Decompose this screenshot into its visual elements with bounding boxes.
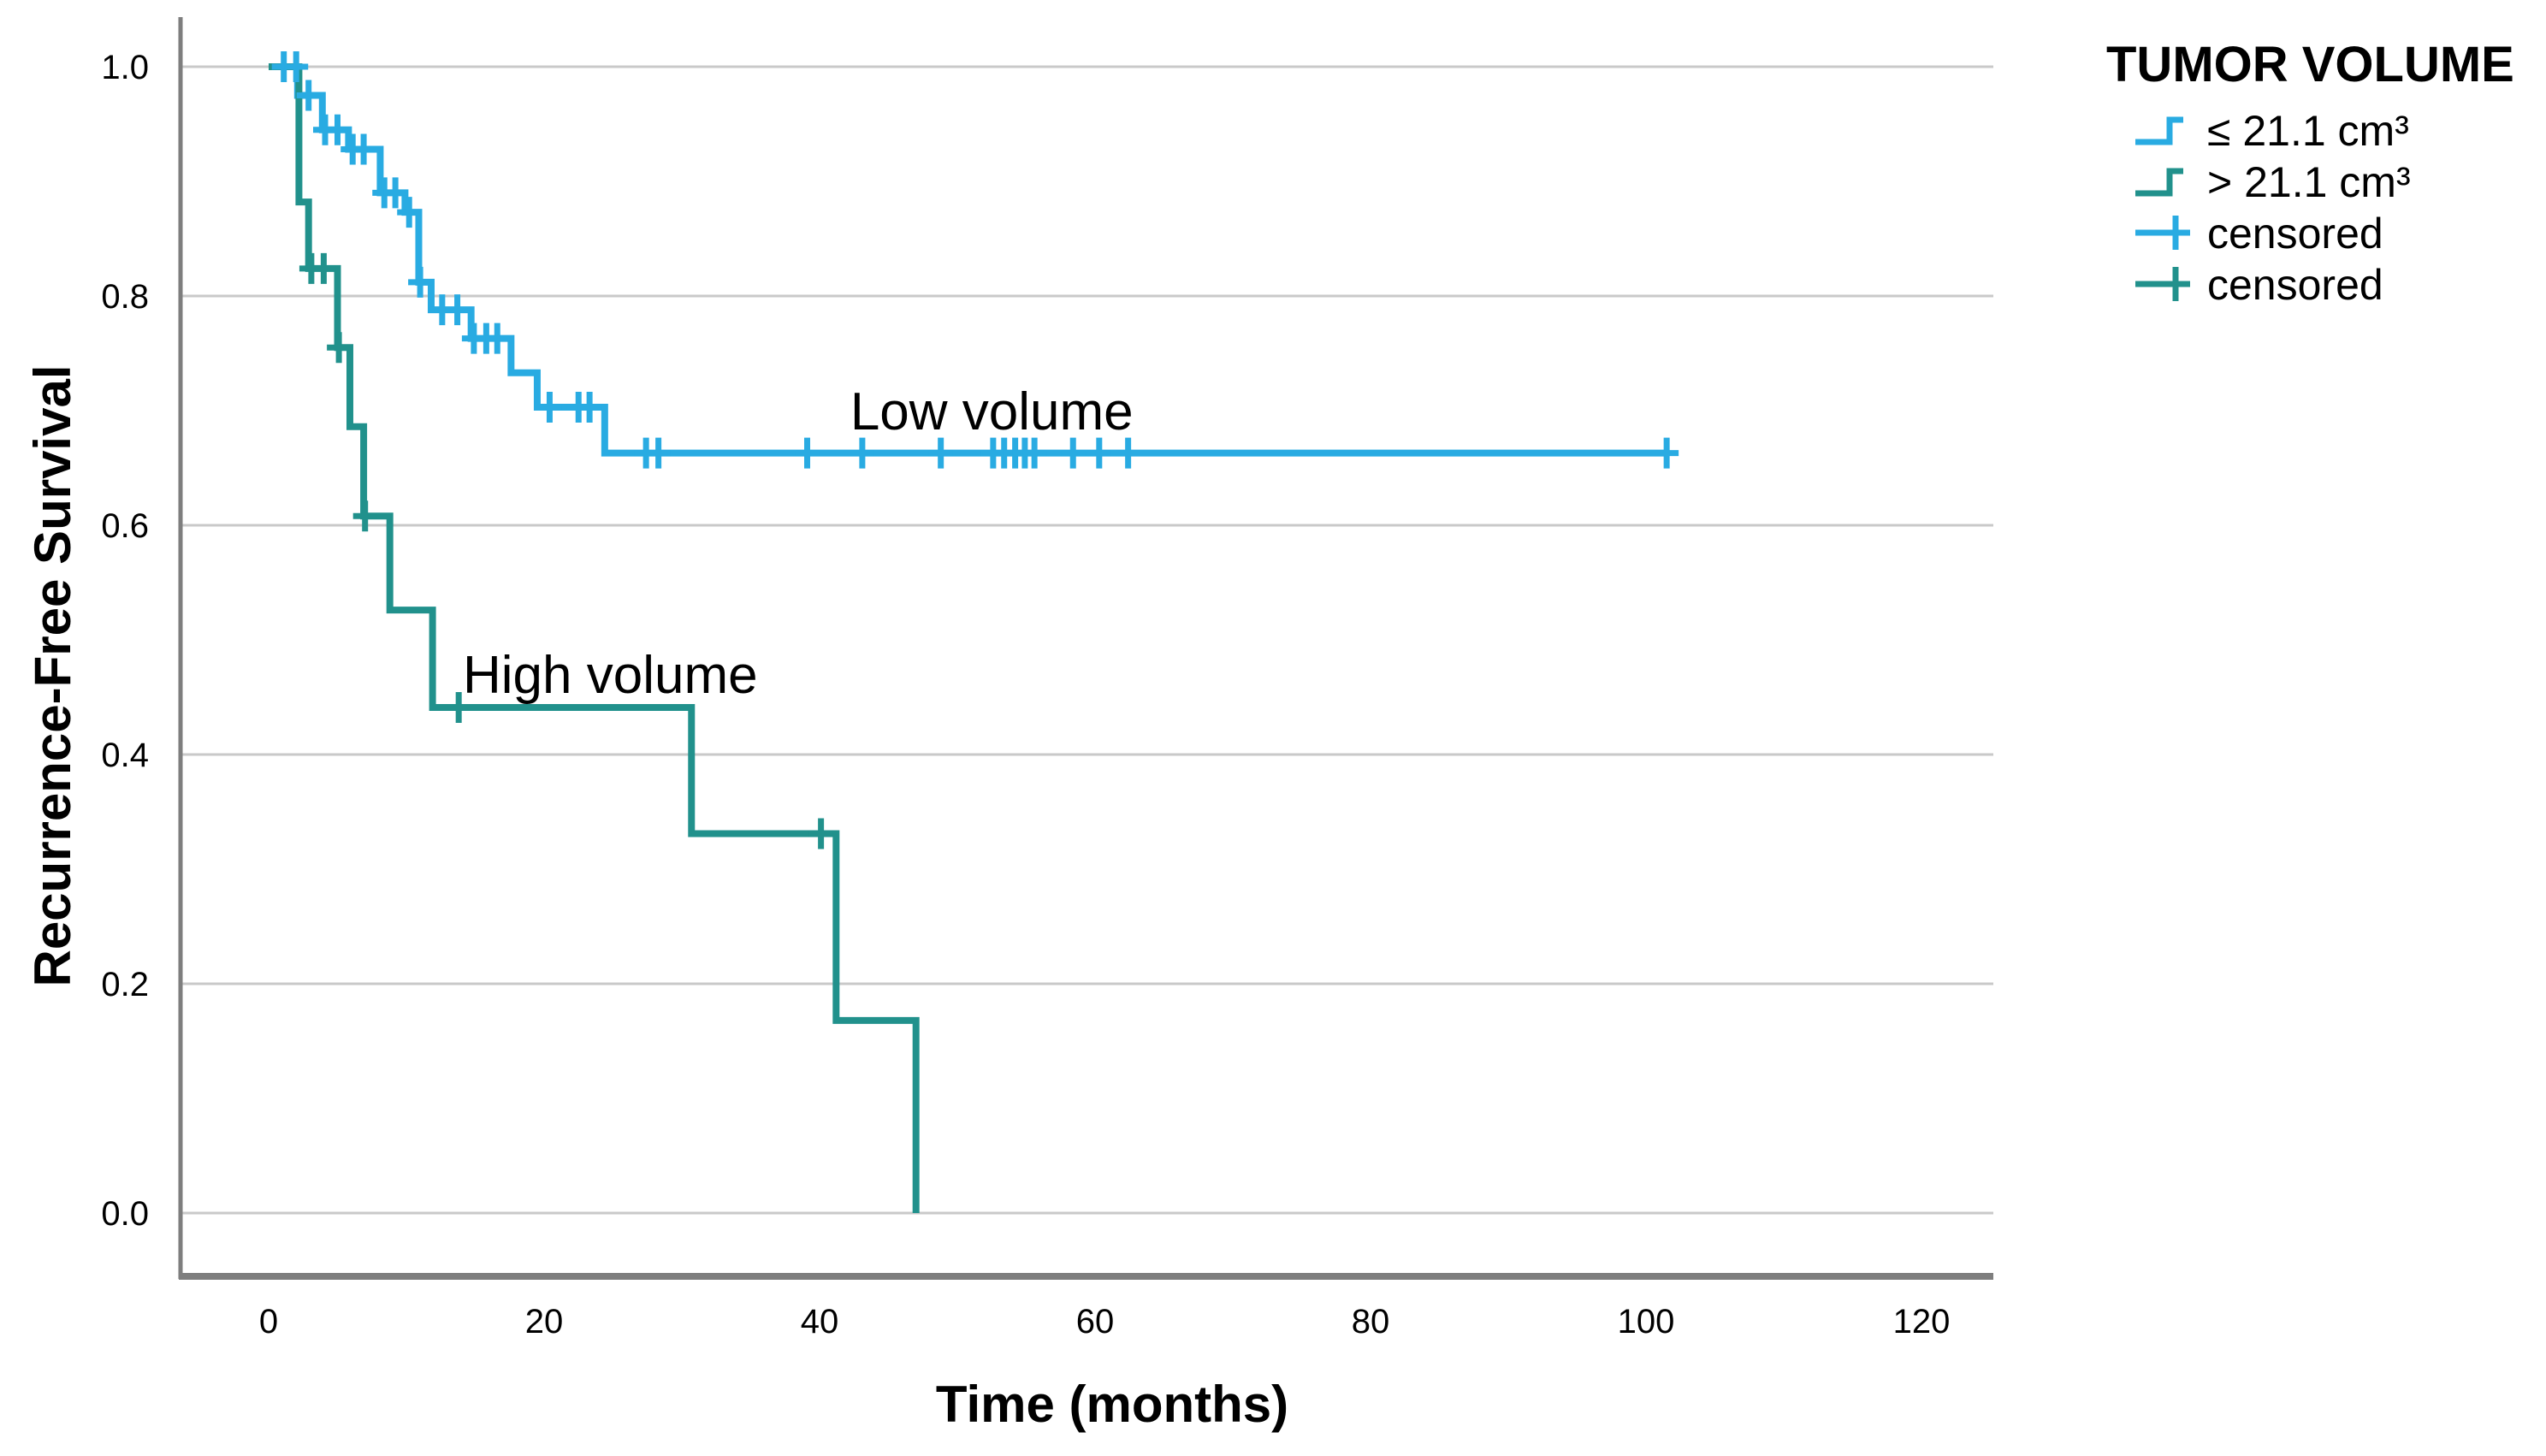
survival-curves bbox=[269, 63, 1667, 1213]
high-volume-censor-mark-icon bbox=[352, 500, 377, 532]
low-volume-censor-mark-icon bbox=[1086, 437, 1111, 469]
gridlines bbox=[181, 65, 1993, 1215]
low-volume-censor-mark-icon bbox=[1061, 437, 1086, 469]
y-tick-label: 0.6 bbox=[101, 507, 149, 545]
x-tick-label: 60 bbox=[1076, 1303, 1115, 1341]
y-tick-label: 0.8 bbox=[101, 278, 149, 316]
legend-item-censored-low: censored bbox=[2207, 210, 2383, 257]
x-tick-label: 0 bbox=[259, 1303, 278, 1341]
low-volume-censor-mark-icon bbox=[485, 323, 510, 354]
y-axis-tick-labels: 0.0 0.2 0.4 0.6 0.8 1.0 bbox=[101, 49, 149, 1233]
low-volume-censor-mark-icon bbox=[1655, 437, 1679, 469]
low-volume-censor-mark-icon bbox=[352, 133, 376, 165]
high-volume-censor-mark-icon bbox=[447, 692, 471, 724]
high-volume-censored-plus-icon bbox=[2135, 267, 2190, 301]
legend-title: TUMOR VOLUME bbox=[2106, 37, 2514, 92]
legend-item-censored-high: censored bbox=[2207, 261, 2383, 309]
x-axis-tick-labels: 0 20 40 60 80 100 120 bbox=[259, 1303, 1951, 1341]
censor-marks bbox=[271, 51, 1679, 849]
low-volume-censor-mark-icon bbox=[577, 391, 602, 423]
legend-item-low-volume: ≤ 21.1 cm³ bbox=[2207, 107, 2409, 155]
low-volume-censor-mark-icon bbox=[284, 51, 309, 82]
axes bbox=[178, 17, 1993, 1280]
high-volume-curve bbox=[269, 63, 920, 1213]
high-volume-censor-mark-icon bbox=[808, 818, 833, 849]
high-volume-censor-mark-icon bbox=[327, 332, 352, 364]
y-axis-title: Recurrence-Free Survival bbox=[24, 364, 81, 986]
low-volume-annotation: Low volume bbox=[850, 382, 1134, 441]
high-volume-censor-mark-icon bbox=[311, 252, 336, 284]
high-volume-line-swatch-icon bbox=[2135, 168, 2183, 197]
legend-item-high-volume: > 21.1 cm³ bbox=[2207, 158, 2411, 206]
y-tick-label: 0.2 bbox=[101, 966, 149, 1003]
x-axis-title: Time (months) bbox=[936, 1376, 1288, 1433]
low-volume-censor-mark-icon bbox=[383, 177, 408, 209]
x-tick-label: 40 bbox=[801, 1303, 839, 1341]
y-tick-label: 1.0 bbox=[101, 49, 149, 86]
low-volume-censor-mark-icon bbox=[296, 80, 321, 111]
y-tick-label: 0.0 bbox=[101, 1195, 149, 1233]
y-tick-label: 0.4 bbox=[101, 737, 149, 774]
low-volume-censor-mark-icon bbox=[445, 294, 470, 326]
low-volume-censored-plus-icon bbox=[2135, 216, 2190, 250]
low-volume-censor-mark-icon bbox=[408, 266, 433, 298]
x-tick-label: 100 bbox=[1618, 1303, 1675, 1341]
low-volume-censor-mark-icon bbox=[646, 437, 671, 469]
low-volume-line-swatch-icon bbox=[2135, 116, 2183, 145]
low-volume-censor-mark-icon bbox=[850, 437, 874, 469]
low-volume-censor-mark-icon bbox=[928, 437, 953, 469]
x-tick-label: 120 bbox=[1893, 1303, 1951, 1341]
x-tick-label: 20 bbox=[525, 1303, 564, 1341]
low-volume-censor-mark-icon bbox=[397, 197, 422, 228]
low-volume-censor-mark-icon bbox=[1116, 437, 1140, 469]
high-volume-annotation: High volume bbox=[463, 646, 758, 705]
legend: TUMOR VOLUME ≤ 21.1 cm³ > 21.1 cm³ censo… bbox=[2106, 37, 2514, 309]
low-volume-censor-mark-icon bbox=[795, 437, 820, 469]
x-tick-label: 80 bbox=[1352, 1303, 1390, 1341]
low-volume-censor-mark-icon bbox=[537, 391, 562, 423]
low-volume-censor-mark-icon bbox=[1022, 437, 1047, 469]
low-volume-censor-mark-icon bbox=[325, 114, 350, 145]
